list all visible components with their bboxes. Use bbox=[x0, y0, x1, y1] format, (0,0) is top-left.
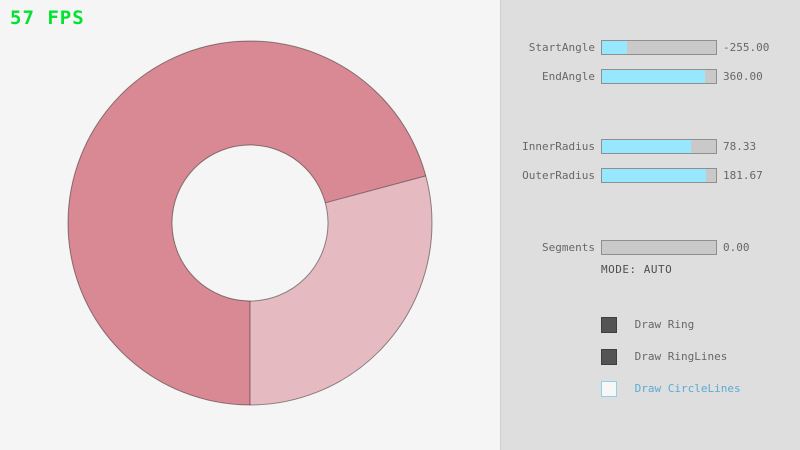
draw-ringlines-row: Draw RingLines bbox=[601, 349, 727, 365]
outerradius-row: OuterRadius 181.67 bbox=[501, 168, 800, 183]
outerradius-slider[interactable] bbox=[601, 168, 717, 183]
mode-label: MODE: AUTO bbox=[601, 263, 673, 276]
draw-ringlines-label: Draw RingLines bbox=[634, 350, 728, 363]
draw-circlelines-row: Draw CircleLines bbox=[601, 381, 741, 397]
innerradius-label: InnerRadius bbox=[522, 140, 595, 153]
endangle-label: EndAngle bbox=[542, 70, 595, 83]
ring-divider-right bbox=[325, 175, 426, 204]
startangle-row: StartAngle -255.00 bbox=[501, 40, 800, 55]
ring-sector-light bbox=[250, 175, 433, 405]
endangle-slider-fill bbox=[602, 70, 705, 83]
endangle-value: 360.00 bbox=[723, 70, 763, 83]
ring-sector-dark bbox=[68, 41, 426, 406]
draw-ring-checkbox[interactable] bbox=[601, 317, 617, 333]
innerradius-value: 78.33 bbox=[723, 140, 757, 153]
innerradius-slider[interactable] bbox=[601, 139, 717, 154]
draw-ring-label: Draw Ring bbox=[634, 318, 695, 331]
segments-label: Segments bbox=[542, 241, 595, 254]
ring-outline-inner bbox=[171, 144, 329, 302]
outerradius-value: 181.67 bbox=[723, 169, 763, 182]
render-canvas: 57 FPS bbox=[10, 7, 433, 406]
draw-circlelines-label: Draw CircleLines bbox=[634, 382, 741, 395]
startangle-slider-fill bbox=[602, 41, 628, 54]
startangle-value: -255.00 bbox=[723, 41, 770, 54]
endangle-slider[interactable] bbox=[601, 69, 717, 84]
segments-value: 0.00 bbox=[723, 241, 750, 254]
draw-ringlines-checkbox[interactable] bbox=[601, 349, 617, 365]
innerradius-row: InnerRadius 78.33 bbox=[501, 139, 800, 154]
segments-slider[interactable] bbox=[601, 240, 717, 255]
segments-row: Segments 0.00 bbox=[501, 240, 800, 255]
fps-counter: 57 FPS bbox=[10, 7, 85, 29]
startangle-label: StartAngle bbox=[528, 41, 595, 54]
innerradius-slider-fill bbox=[602, 140, 691, 153]
ring-outline-outer bbox=[67, 40, 433, 406]
draw-circlelines-checkbox[interactable] bbox=[601, 381, 617, 397]
outerradius-label: OuterRadius bbox=[522, 169, 595, 182]
endangle-row: EndAngle 360.00 bbox=[501, 69, 800, 84]
draw-ring-row: Draw Ring bbox=[601, 317, 694, 333]
controls-panel: StartAngle -255.00 EndAngle 360.00 Inner… bbox=[500, 0, 800, 450]
ring-figure bbox=[67, 40, 433, 406]
outerradius-slider-fill bbox=[602, 169, 706, 182]
startangle-slider[interactable] bbox=[601, 40, 717, 55]
